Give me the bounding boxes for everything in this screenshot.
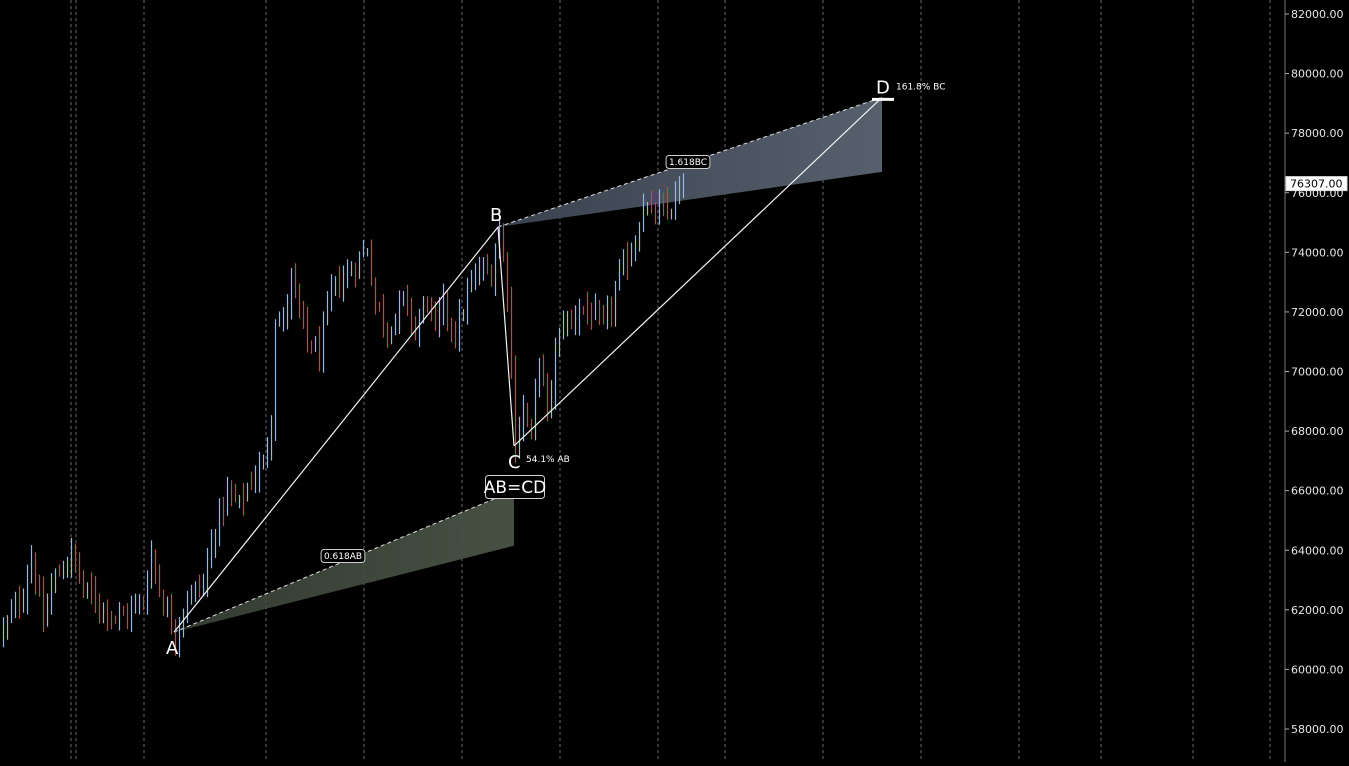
y-tick-label: 60000.00	[1291, 663, 1344, 676]
abcd-pattern	[173, 96, 894, 633]
y-tick-label: 70000.00	[1291, 366, 1344, 379]
price-axis: 82000.0080000.0078000.0076000.0074000.00…	[1284, 0, 1348, 762]
pattern-labels: A B C D 54.1% AB 161.8% BC 0.618AB 1.618BC AB=CD	[166, 77, 945, 659]
y-tick-label: 66000.00	[1291, 485, 1344, 498]
extension-zones	[173, 96, 883, 633]
ratio-label-bc: 1.618BC	[669, 158, 707, 168]
ratio-label-c: 54.1% AB	[526, 455, 570, 465]
y-tick-label: 80000.00	[1291, 68, 1344, 81]
point-label-a: A	[166, 638, 179, 659]
point-label-d: D	[876, 77, 890, 98]
pattern-name-label: AB=CD	[484, 478, 547, 498]
ratio-label-bc-box	[665, 155, 711, 169]
y-tick-label: 82000.00	[1291, 8, 1344, 21]
y-tick-label: 64000.00	[1291, 544, 1344, 557]
y-tick-label: 68000.00	[1291, 425, 1344, 438]
leg-bc	[497, 226, 515, 447]
point-label-b: B	[490, 205, 502, 226]
ratio-label-ab-box	[320, 549, 366, 563]
leg-cd	[513, 96, 883, 447]
ratio-label-ab: 0.618AB	[324, 552, 362, 562]
y-tick-label: 62000.00	[1291, 604, 1344, 617]
bc-extension-line	[497, 96, 883, 228]
y-tick-label: 58000.00	[1291, 723, 1344, 736]
point-label-c: C	[508, 452, 521, 473]
y-tick-label: 72000.00	[1291, 306, 1344, 319]
last-price-tag	[1285, 176, 1348, 192]
leg-ab	[173, 226, 499, 633]
pattern-name-label-box	[485, 475, 545, 499]
ratio-label-d: 161.8% BC	[896, 82, 945, 92]
y-tick-label: 78000.00	[1291, 127, 1344, 140]
vertical-gridlines	[70, 0, 1271, 762]
y-tick-label: 74000.00	[1291, 246, 1344, 259]
last-price-label: 76307.00	[1290, 178, 1343, 191]
